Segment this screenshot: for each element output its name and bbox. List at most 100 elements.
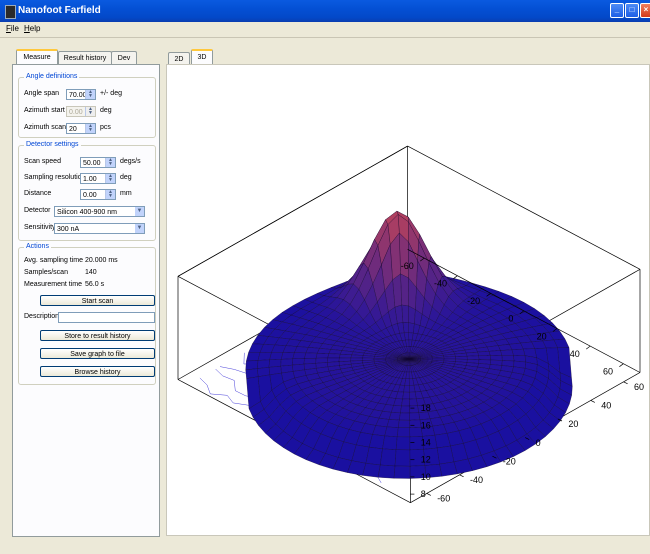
distance-value: 0.00 bbox=[83, 192, 97, 199]
sensitivity-value: 300 nA bbox=[57, 226, 80, 233]
detector-select[interactable]: Silicon 400-900 nm ▼ bbox=[54, 206, 145, 217]
toolbar-separator bbox=[0, 37, 650, 38]
sensitivity-select[interactable]: 300 nA ▼ bbox=[54, 223, 145, 234]
y-axis-label: -40 bbox=[470, 475, 483, 485]
angle-span-spinbox[interactable]: 70.00 ▲ ▼ bbox=[66, 89, 96, 100]
surface-patch bbox=[305, 347, 320, 354]
surface-patch bbox=[409, 398, 418, 407]
menu-help[interactable]: Help bbox=[24, 24, 41, 33]
actions-title: Actions bbox=[24, 243, 51, 250]
samples-scan-label: Samples/scan bbox=[24, 269, 68, 276]
chevron-down-icon[interactable]: ▼ bbox=[135, 207, 144, 216]
surface-patch bbox=[393, 465, 411, 479]
y-axis-label: 20 bbox=[568, 419, 578, 429]
close-icon[interactable]: × bbox=[640, 3, 650, 18]
x-axis-label: 20 bbox=[537, 331, 547, 341]
surface-patch bbox=[362, 463, 381, 478]
surface-patch bbox=[394, 449, 411, 467]
menu-bar: File Help bbox=[0, 22, 650, 36]
menu-file[interactable]: File bbox=[6, 24, 19, 33]
x-axis-label: 0 bbox=[508, 314, 513, 324]
start-scan-button[interactable]: Start scan bbox=[40, 295, 155, 306]
z-axis-label: 8 bbox=[421, 489, 426, 499]
surface-patch bbox=[488, 350, 502, 356]
tab-3d[interactable]: 3D bbox=[191, 49, 213, 64]
save-graph-button[interactable]: Save graph to file bbox=[40, 348, 155, 359]
azimuth-scans-row: Azimuth scans 20 ▲ ▼ pcs bbox=[24, 123, 154, 134]
distance-spinbox[interactable]: 0.00 ▲ ▼ bbox=[80, 189, 116, 200]
detector-row: Detector Silicon 400-900 nm ▼ bbox=[24, 206, 154, 217]
surface-patch bbox=[497, 344, 513, 351]
detector-value: Silicon 400-900 nm bbox=[57, 209, 117, 216]
maximize-icon[interactable]: □ bbox=[625, 3, 639, 18]
surface-patch bbox=[409, 405, 419, 414]
description-input[interactable] bbox=[58, 312, 155, 323]
z-axis-label: 10 bbox=[421, 472, 431, 482]
surface-patch bbox=[388, 412, 401, 421]
y-axis-label: -20 bbox=[503, 456, 516, 466]
y-axis-label: -60 bbox=[437, 494, 450, 504]
angle-definitions-title: Angle definitions bbox=[24, 73, 80, 80]
x-axis-label: 40 bbox=[570, 349, 580, 359]
surface-patch bbox=[409, 419, 422, 428]
spin-arrows-icon[interactable]: ▲ ▼ bbox=[105, 158, 115, 167]
box-edge bbox=[177, 145, 408, 277]
scan-speed-spinbox[interactable]: 50.00 ▲ ▼ bbox=[80, 157, 116, 168]
surface-patch bbox=[501, 355, 515, 362]
surface-patch bbox=[304, 352, 318, 359]
x-axis-label: -40 bbox=[434, 279, 447, 289]
spin-arrows-icon[interactable]: ▲ ▼ bbox=[85, 124, 95, 133]
surface-patch bbox=[400, 405, 410, 414]
chevron-down-icon[interactable]: ▼ bbox=[135, 224, 144, 233]
surface-patch bbox=[269, 352, 284, 360]
distance-unit: mm bbox=[120, 190, 132, 197]
x-axis-tick bbox=[519, 310, 525, 315]
tab-result-history[interactable]: Result history bbox=[58, 51, 112, 65]
azimuth-scans-label: Azimuth scans bbox=[24, 124, 70, 131]
surface-patch bbox=[281, 352, 295, 360]
scan-speed-row: Scan speed 50.00 ▲ ▼ degs/s bbox=[24, 157, 154, 168]
x-axis-label: 60 bbox=[603, 367, 613, 377]
surface-patch bbox=[315, 353, 329, 359]
tab-2d[interactable]: 2D bbox=[168, 52, 190, 66]
measurement-time-label: Measurement time bbox=[24, 281, 82, 288]
azimuth-scans-unit: pcs bbox=[100, 124, 111, 131]
detector-settings-title: Detector settings bbox=[24, 141, 81, 148]
sampling-resolution-spinbox[interactable]: 1.00 ▲ ▼ bbox=[80, 173, 116, 184]
sensitivity-row: Sensitivity 300 nA ▼ bbox=[24, 223, 154, 234]
surface-patch bbox=[317, 348, 331, 354]
browse-history-button[interactable]: Browse history bbox=[40, 366, 155, 377]
plot-area[interactable]: -60 -40 -20 0 20 40 60 60 40 20 0 -20 -40 -60 8 10 12 14 1… bbox=[166, 64, 650, 536]
minimize-icon[interactable]: _ bbox=[610, 3, 624, 18]
surface-patch bbox=[377, 464, 396, 479]
tab-dev[interactable]: Dev bbox=[111, 51, 137, 65]
surface-patch bbox=[402, 391, 410, 400]
surface-patch bbox=[403, 385, 410, 393]
tab-measure[interactable]: Measure bbox=[16, 49, 58, 64]
spin-arrows-icon[interactable]: ▲ ▼ bbox=[105, 174, 115, 183]
x-axis-tick bbox=[486, 293, 491, 297]
description-row: Description bbox=[24, 312, 155, 323]
surface-patch bbox=[384, 426, 399, 437]
x-axis-tick bbox=[552, 328, 558, 332]
surface-patch bbox=[380, 448, 397, 467]
surface-patch bbox=[478, 355, 491, 361]
y-axis-tick bbox=[426, 493, 431, 496]
window-title: Nanofoot Farfield bbox=[18, 5, 101, 16]
surface-patch bbox=[409, 391, 417, 400]
box-edge bbox=[407, 145, 641, 270]
avg-sampling-row: Avg. sampling time 20.000 ms bbox=[24, 257, 154, 267]
surface-patch bbox=[477, 351, 491, 356]
sampling-resolution-unit: deg bbox=[120, 174, 132, 181]
x-axis-tick bbox=[419, 257, 425, 262]
surface-patch bbox=[339, 354, 352, 359]
spin-arrows-icon[interactable]: ▲ ▼ bbox=[105, 190, 115, 199]
store-result-button[interactable]: Store to result history bbox=[40, 330, 155, 341]
surface-plot[interactable]: -60 -40 -20 0 20 40 60 60 40 20 0 -20 -40 -60 8 10 12 14 1… bbox=[167, 65, 649, 535]
surface-patch bbox=[455, 356, 468, 360]
sampling-resolution-row: Sampling resolution 1.00 ▲ ▼ deg bbox=[24, 173, 154, 184]
azimuth-scans-spinbox[interactable]: 20 ▲ ▼ bbox=[66, 123, 96, 134]
surface-patch bbox=[398, 419, 410, 428]
spin-arrows-icon[interactable]: ▲ ▼ bbox=[85, 90, 95, 99]
y-axis-label: 0 bbox=[536, 438, 541, 448]
